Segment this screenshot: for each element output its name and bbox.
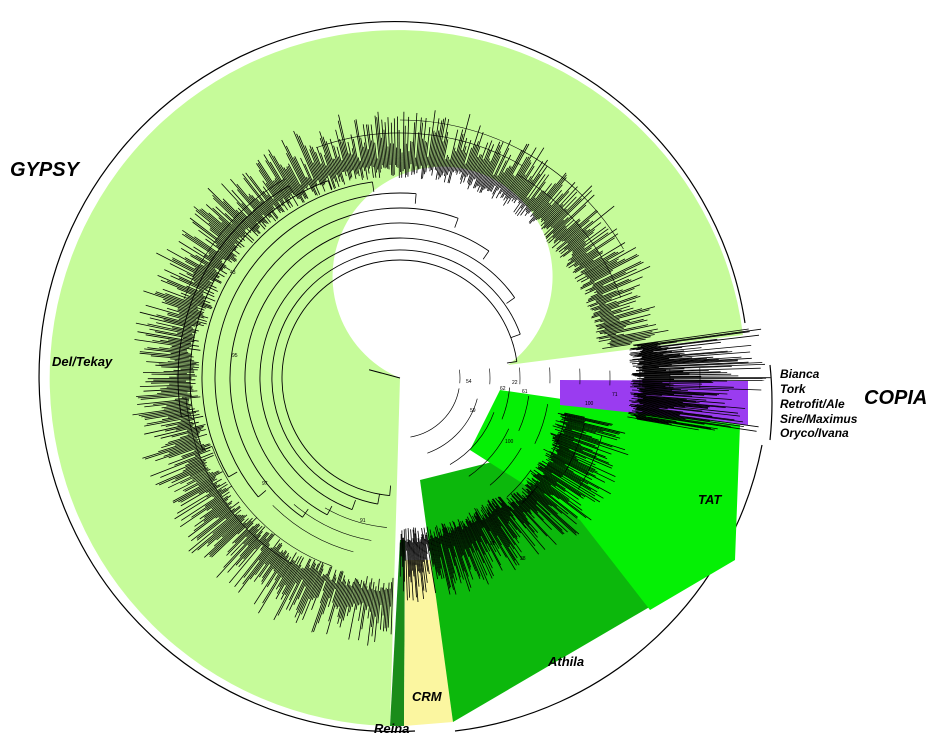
- retrofit-ale-label: Retrofit/Ale: [780, 398, 845, 410]
- reina-label: Reina: [374, 722, 409, 735]
- athila-label: Athila: [548, 655, 584, 668]
- del-tekay-label: Del/Tekay: [52, 355, 112, 368]
- node-label: 62: [500, 386, 506, 392]
- branch-line: [506, 298, 514, 304]
- copia-label: COPIA: [864, 388, 927, 408]
- node-label: 38: [520, 556, 526, 562]
- branch-line: [483, 251, 489, 259]
- tree-tip: [634, 382, 663, 383]
- node-label: 100: [505, 439, 514, 445]
- sire-maximus-label: Sire/Maximus: [780, 413, 857, 425]
- node-label: 22: [512, 380, 518, 386]
- bianca-label: Bianca: [780, 368, 819, 380]
- node-label: 95: [232, 353, 238, 359]
- node-label: 54: [466, 379, 472, 385]
- node-label: 61: [522, 389, 528, 395]
- node-label: 97: [262, 481, 268, 487]
- gypsy-label: GYPSY: [10, 160, 79, 180]
- node-label: 88: [490, 541, 496, 547]
- node-label: 91: [360, 518, 366, 524]
- node-label: 71: [612, 392, 618, 398]
- branch-arc: [410, 388, 459, 437]
- branch-line: [511, 334, 520, 337]
- tat-label: TAT: [698, 493, 721, 506]
- branch-line: [415, 194, 416, 204]
- node-label: 43: [230, 270, 236, 276]
- branch-line: [455, 218, 458, 227]
- node-label: 98: [554, 440, 560, 446]
- tork-label: Tork: [780, 383, 806, 395]
- node-label: 100: [585, 401, 594, 407]
- node-label: 59: [470, 408, 476, 414]
- oryco-ivana-label: Oryco/Ivana: [780, 427, 849, 439]
- tree-tip: [398, 117, 399, 168]
- branch-arc: [459, 370, 460, 384]
- tree-tip: [515, 197, 527, 214]
- crm-label: CRM: [412, 690, 442, 703]
